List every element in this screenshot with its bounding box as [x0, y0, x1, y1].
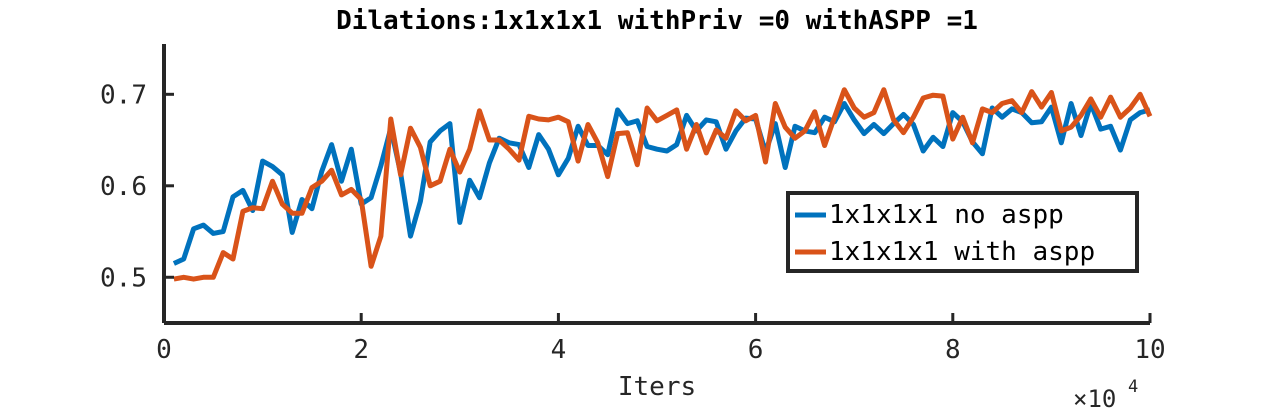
series-layer [172, 87, 1153, 282]
y-tick-label-2: 0.7 [100, 80, 147, 110]
ticks-layer: 0 2 4 6 8 10 0.5 0.6 0.7 [100, 80, 1166, 365]
legend-box [786, 191, 1139, 273]
y-tick-label-0: 0.5 [100, 263, 147, 293]
legend: 1x1x1x1 no aspp 1x1x1x1 with aspp [786, 191, 1139, 273]
series-line-0 [172, 101, 1151, 266]
series-line-1 [173, 87, 1153, 282]
y-tick-label-1: 0.6 [100, 172, 147, 202]
x-tick-label-3: 6 [748, 335, 764, 365]
x-exponent-base: ×10 [1073, 385, 1116, 413]
x-exponent-power: 4 [1128, 377, 1138, 397]
x-tick-label-5: 10 [1134, 335, 1165, 365]
x-axis-label: Iters [618, 372, 696, 402]
x-tick-label-2: 4 [551, 335, 567, 365]
chart-title: Dilations:1x1x1x1 withPriv =0 withASPP =… [336, 6, 978, 36]
x-tick-label-4: 8 [945, 335, 961, 365]
x-exponent-text: ×10 [1073, 385, 1116, 413]
legend-label-0: 1x1x1x1 no aspp [829, 200, 1064, 230]
x-tick-label-1: 2 [353, 335, 369, 365]
x-exponent: ×10 4 [1073, 377, 1138, 413]
x-tick-label-0: 0 [156, 335, 172, 365]
legend-label-1: 1x1x1x1 with aspp [829, 237, 1095, 267]
